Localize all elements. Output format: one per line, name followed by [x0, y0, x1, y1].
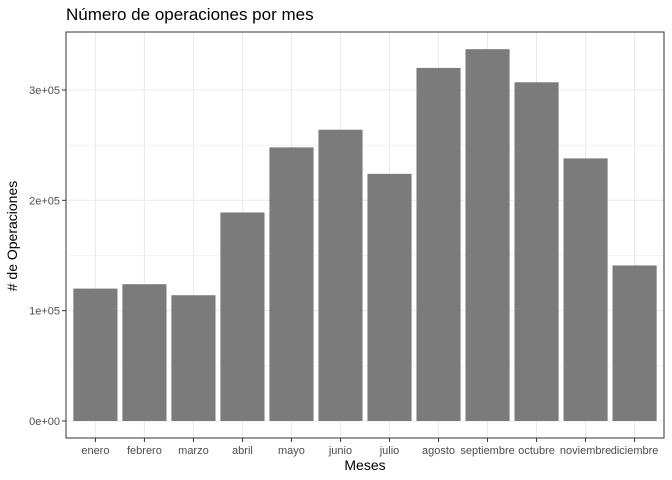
- y-axis: 0e+00 1e+05 2e+05 3e+05: [29, 85, 66, 428]
- y-tick-label: 2e+05: [29, 195, 60, 207]
- bar-octubre: [514, 82, 559, 421]
- x-tick-label: octubre: [518, 445, 555, 457]
- bar-abril: [220, 212, 265, 421]
- x-tick-label: marzo: [178, 445, 209, 457]
- x-axis: enero febrero marzo abril mayo junio julio agos…: [81, 438, 658, 457]
- x-axis-title: Meses: [344, 457, 385, 473]
- x-tick-label: agosto: [422, 445, 455, 457]
- x-tick-label: mayo: [278, 445, 305, 457]
- bar-marzo: [171, 295, 216, 421]
- bar-agosto: [416, 67, 461, 421]
- x-tick-label: febrero: [127, 445, 162, 457]
- y-axis-title: # de Operaciones: [4, 181, 20, 292]
- bar-noviembre: [563, 158, 608, 421]
- plot-frame: [65, 31, 665, 439]
- x-tick-label: noviembre: [560, 445, 611, 457]
- bar-enero: [73, 288, 118, 421]
- bar-febrero: [122, 284, 167, 421]
- bar-julio: [367, 173, 412, 421]
- y-tick-label: 0e+00: [29, 416, 60, 428]
- x-tick-label: julio: [379, 445, 400, 457]
- x-tick-label: diciembre: [611, 445, 659, 457]
- y-tick-label: 3e+05: [29, 85, 60, 97]
- bar-diciembre: [612, 265, 657, 421]
- y-tick-label: 1e+05: [29, 306, 60, 318]
- bars: [73, 49, 657, 421]
- bar-septiembre: [465, 49, 510, 421]
- chart-title: Número de operaciones por mes: [66, 5, 314, 24]
- x-tick-label: abril: [232, 445, 253, 457]
- x-tick-label: enero: [81, 445, 109, 457]
- bar-junio: [318, 129, 363, 421]
- x-tick-label: septiembre: [460, 445, 514, 457]
- bar-mayo: [269, 147, 314, 421]
- x-tick-label: junio: [328, 445, 352, 457]
